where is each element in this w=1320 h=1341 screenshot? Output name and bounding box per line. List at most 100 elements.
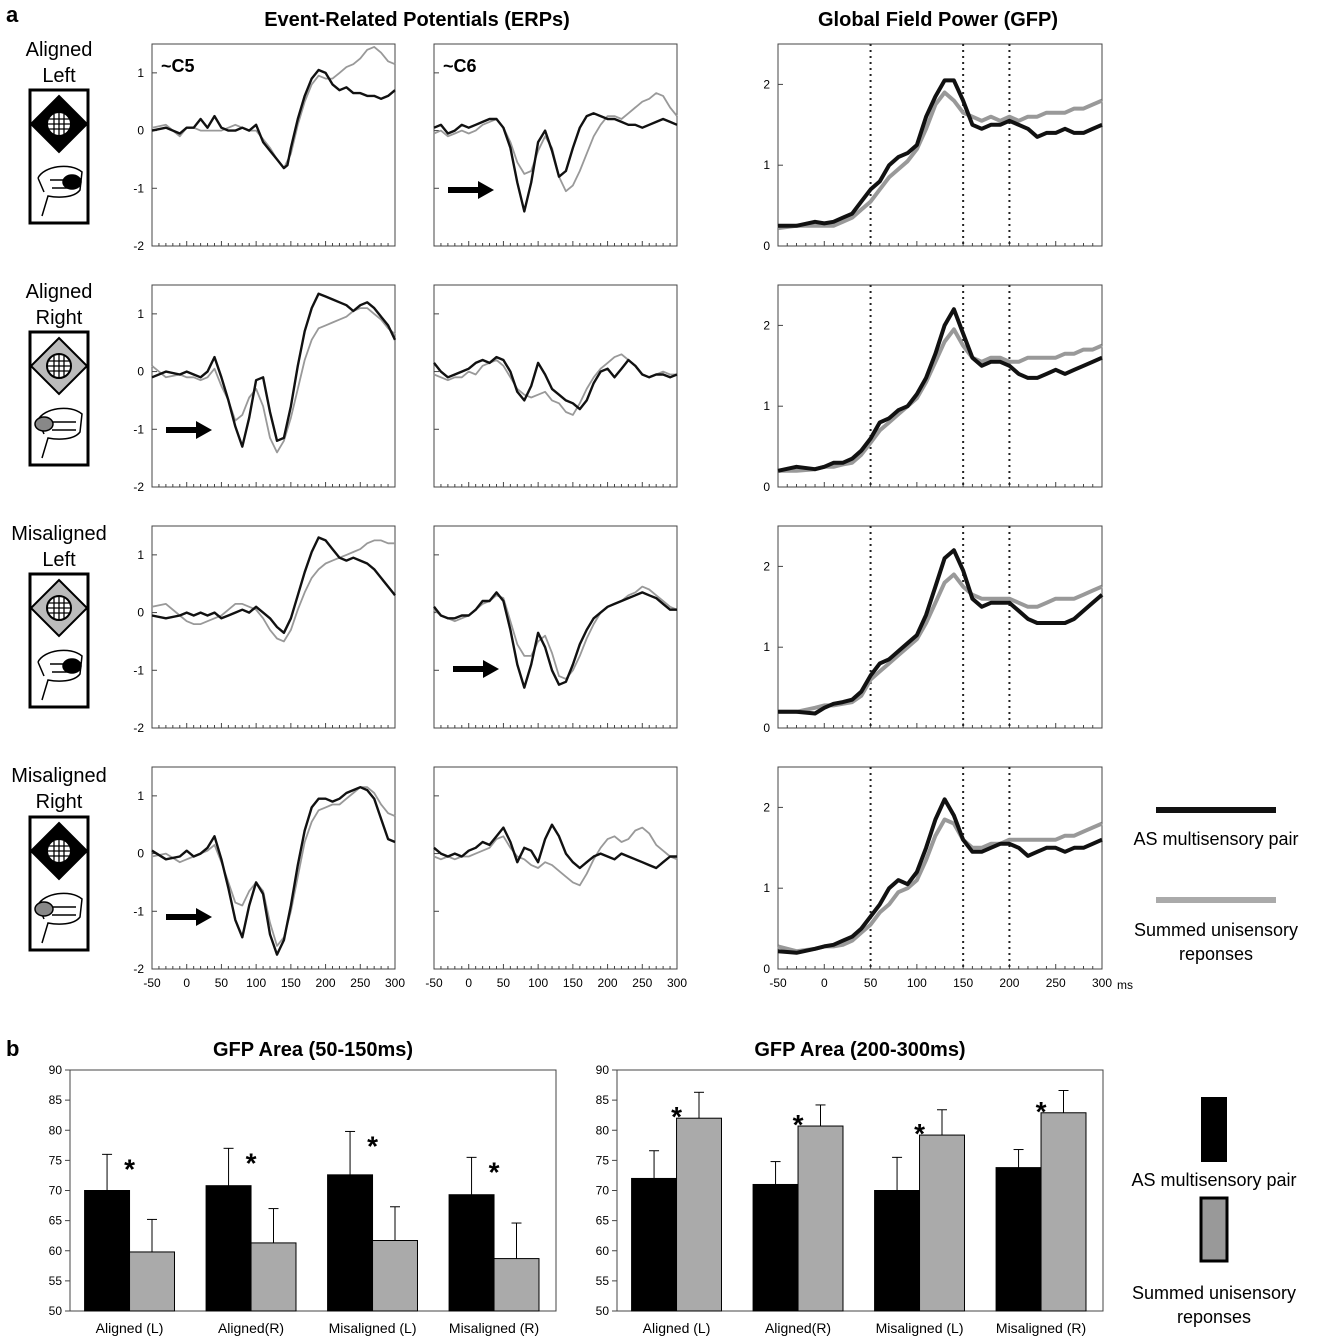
plot-frame bbox=[433, 525, 678, 729]
condition-pictogram bbox=[28, 815, 90, 952]
series-multisensory bbox=[151, 68, 396, 170]
y-tick-label: 1 bbox=[137, 66, 144, 80]
x-category-label: Misaligned (R) bbox=[449, 1320, 539, 1336]
erp-panel: -50 0 50 100 150 200 250 300 bbox=[425, 766, 687, 990]
condition-label-0: Aligned Left bbox=[26, 39, 93, 87]
x-tick-label: 50 bbox=[497, 976, 511, 990]
series-summed bbox=[778, 572, 1103, 714]
series-multisensory bbox=[433, 112, 678, 213]
bar-multisensory bbox=[84, 1190, 131, 1312]
series-summed bbox=[433, 92, 678, 193]
y-tick-label: 90 bbox=[49, 1063, 63, 1077]
x-category-label: Aligned (L) bbox=[96, 1320, 164, 1336]
series-multisensory bbox=[151, 292, 397, 448]
y-tick-label: 0 bbox=[137, 847, 144, 861]
y-tick-label: 1 bbox=[137, 307, 144, 321]
series-multisensory bbox=[778, 78, 1103, 228]
x-tick-label: 250 bbox=[632, 976, 652, 990]
series-multisensory bbox=[433, 823, 677, 870]
series-multisensory bbox=[778, 548, 1104, 716]
vibrator-icon bbox=[62, 658, 82, 674]
bar-chart-title: GFP Area (50-150ms) bbox=[213, 1039, 413, 1061]
plot-frame bbox=[151, 284, 396, 488]
erp-title: Event-Related Potentials (ERPs) bbox=[264, 9, 570, 31]
y-tick-label: -2 bbox=[133, 239, 144, 253]
x-tick-label: 100 bbox=[246, 976, 266, 990]
bar-summed bbox=[493, 1258, 540, 1312]
y-tick-label: 1 bbox=[763, 640, 770, 654]
bar-summed bbox=[919, 1134, 965, 1312]
condition-line1: Misaligned bbox=[11, 523, 107, 545]
significance-star: * bbox=[246, 1147, 257, 1178]
y-tick-label: 65 bbox=[596, 1214, 610, 1228]
y-tick-label: 80 bbox=[49, 1123, 63, 1137]
erp-panel bbox=[433, 525, 678, 729]
x-tick-label: -50 bbox=[769, 976, 787, 990]
x-category-label: Aligned (L) bbox=[643, 1320, 711, 1336]
x-category-label: Misaligned (L) bbox=[329, 1320, 417, 1336]
condition-pictogram bbox=[28, 330, 90, 467]
effect-arrow bbox=[453, 660, 499, 678]
y-tick-label: 60 bbox=[596, 1244, 610, 1258]
bar-multisensory bbox=[874, 1190, 921, 1312]
y-tick-label: 50 bbox=[49, 1304, 63, 1318]
y-tick-label: -1 bbox=[133, 181, 144, 195]
y-tick-label: 85 bbox=[596, 1093, 610, 1107]
series-summed bbox=[433, 826, 678, 887]
x-tick-label: 300 bbox=[667, 976, 687, 990]
legend-bar-summed bbox=[1199, 1196, 1229, 1263]
legend-b-label-summed-2: reponses bbox=[1177, 1307, 1251, 1327]
y-tick-label: 0 bbox=[137, 606, 144, 620]
plot-frame bbox=[777, 766, 1103, 970]
y-tick-label: 75 bbox=[596, 1153, 610, 1167]
y-tick-label: 55 bbox=[49, 1274, 63, 1288]
plot-frame bbox=[777, 284, 1103, 488]
x-category-label: Aligned(R) bbox=[765, 1320, 831, 1336]
effect-arrow bbox=[166, 421, 212, 439]
electrode-label-c5: ~C5 bbox=[161, 56, 195, 76]
series-multisensory bbox=[777, 307, 1103, 473]
gfp-panel: 0 1 2 bbox=[763, 43, 1103, 253]
x-tick-label: 150 bbox=[563, 976, 583, 990]
y-tick-label: 55 bbox=[596, 1274, 610, 1288]
y-tick-label: 1 bbox=[763, 399, 770, 413]
y-tick-label: -1 bbox=[133, 663, 144, 677]
panel-a-label: a bbox=[6, 2, 19, 27]
bar-multisensory bbox=[448, 1194, 495, 1312]
plot-frame bbox=[433, 43, 678, 247]
significance-star: * bbox=[914, 1118, 925, 1149]
vibrator-icon bbox=[34, 901, 54, 917]
series-summed bbox=[151, 786, 396, 947]
series-multisensory bbox=[151, 786, 396, 956]
hand-icon bbox=[37, 649, 83, 701]
erp-panel: -2 -1 0 1 bbox=[133, 43, 396, 253]
x-tick-label: 300 bbox=[385, 976, 405, 990]
condition-label-3: Misaligned Right bbox=[11, 765, 107, 813]
condition-line1: Aligned bbox=[26, 39, 93, 61]
vibrator-icon bbox=[34, 416, 54, 432]
panel-b-label: b bbox=[6, 1036, 19, 1061]
erp-panel bbox=[433, 284, 678, 488]
series-summed bbox=[433, 585, 678, 680]
condition-line1: Misaligned bbox=[11, 765, 107, 787]
y-tick-label: 70 bbox=[49, 1184, 63, 1198]
y-tick-label: 0 bbox=[137, 365, 144, 379]
y-tick-label: -1 bbox=[133, 904, 144, 918]
y-tick-label: 0 bbox=[763, 962, 770, 976]
condition-label-1: Aligned Right bbox=[26, 281, 93, 329]
y-tick-label: 75 bbox=[49, 1153, 63, 1167]
plot-frame bbox=[433, 766, 678, 970]
bar-multisensory bbox=[631, 1177, 678, 1312]
plot-frame bbox=[151, 525, 396, 729]
y-tick-label: 70 bbox=[596, 1184, 610, 1198]
x-tick-label: 150 bbox=[281, 976, 301, 990]
condition-pictogram bbox=[28, 88, 90, 225]
gfp-panel: 012-50 0 50 100 150 200 250 300 bbox=[763, 766, 1112, 990]
grid-lines bbox=[47, 112, 71, 136]
series-summed bbox=[778, 327, 1103, 473]
bar-summed bbox=[797, 1125, 844, 1312]
series-multisensory bbox=[433, 355, 678, 411]
bar-plots: GFP Area (50-150ms) 50 55 60 65 70 75 80 85 90 * Al… bbox=[49, 1039, 1104, 1336]
plot-frame bbox=[777, 43, 1103, 247]
vibrator-icon bbox=[62, 174, 82, 190]
